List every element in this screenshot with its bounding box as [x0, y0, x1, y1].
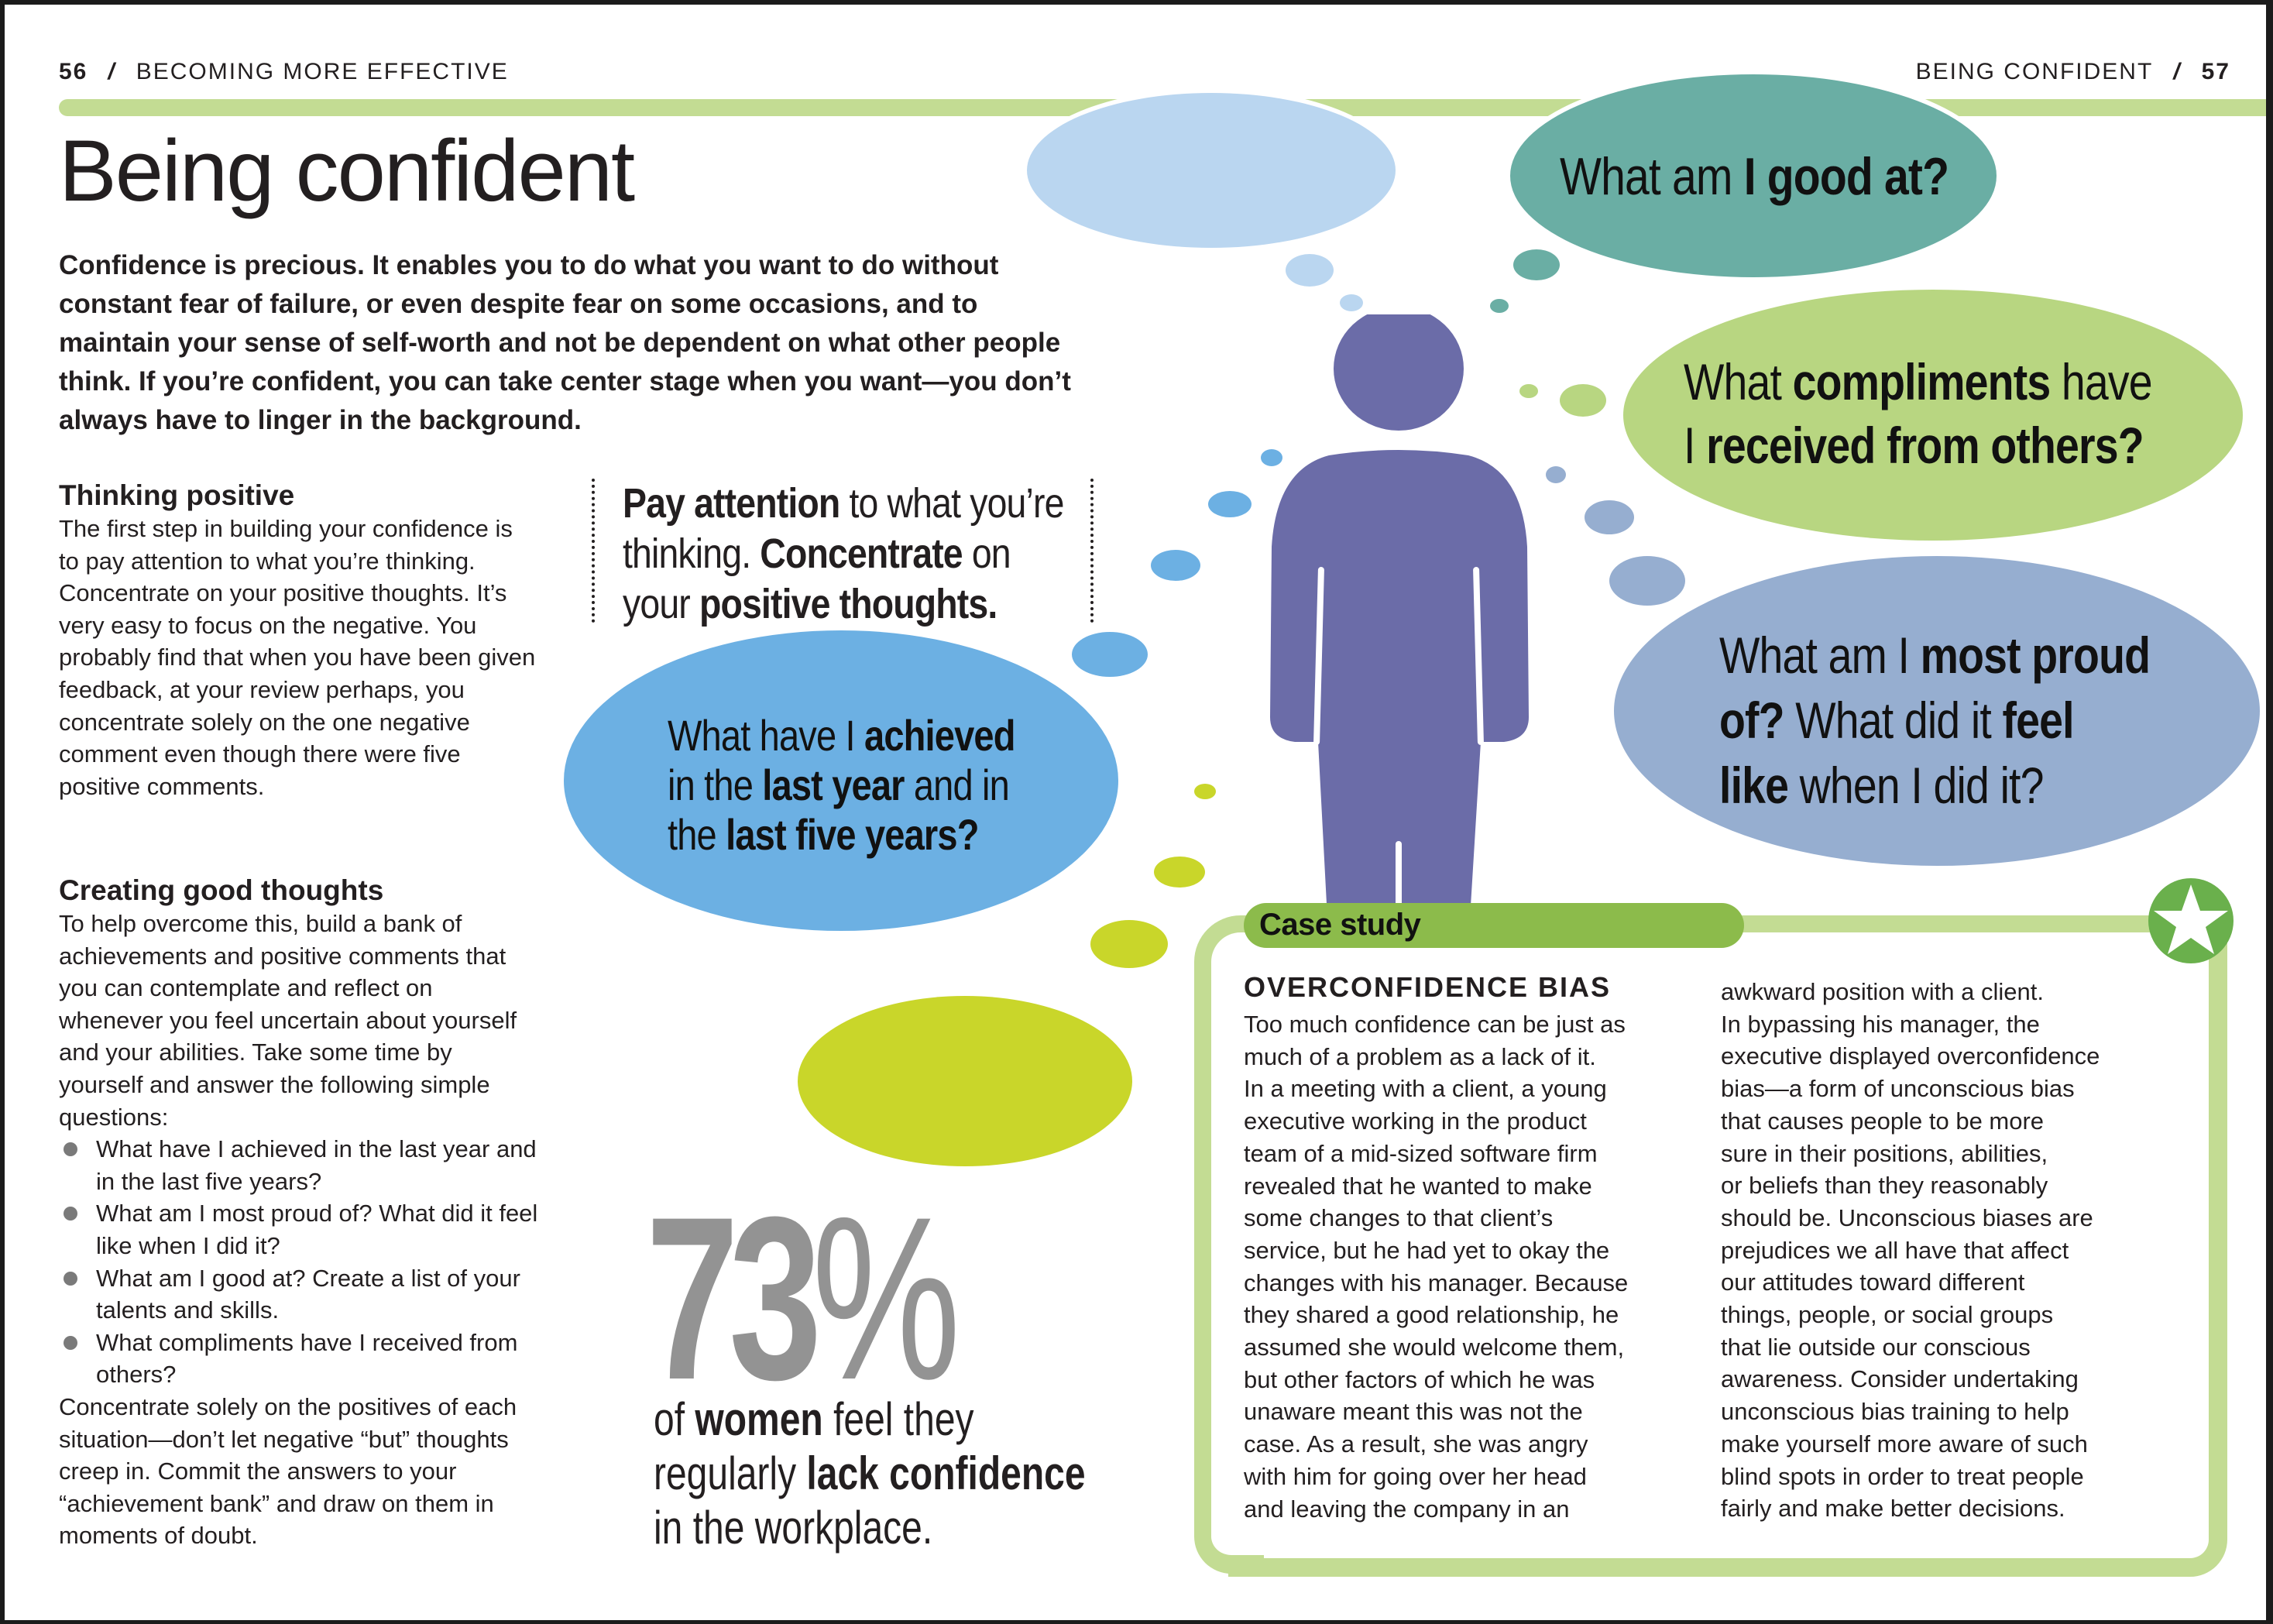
left-page-number: 56	[59, 59, 88, 84]
right-page-number: 57	[2201, 59, 2230, 84]
empty-thought-bubble-lime	[798, 996, 1132, 1166]
case-study-top-rule	[1739, 915, 2173, 932]
thought-dot	[1340, 294, 1363, 311]
pull-quote: Pay attention to what you’re thinking. Co…	[592, 479, 1094, 627]
pull-quote-text: Pay attention to what you’re thinking. Co…	[623, 480, 1064, 627]
bubble-text: What am I most proud of? What did it feel…	[1719, 627, 2151, 814]
thought-dot	[1585, 500, 1634, 534]
percent-sign: %	[812, 1168, 961, 1428]
thought-dot	[1151, 550, 1200, 581]
list-item: What compliments have I received from ot…	[59, 1327, 539, 1391]
section-heading: Thinking positive	[59, 479, 295, 511]
thought-dot	[1090, 920, 1168, 968]
thought-bubble-proud: What am I most proud of? What did it feel…	[1614, 556, 2260, 866]
case-study-frame	[1228, 934, 2227, 1577]
section-closing: Concentrate solely on the positives of e…	[59, 1392, 517, 1550]
intro-paragraph: Confidence is precious. It enables you t…	[59, 250, 1071, 435]
list-item: What am I most proud of? What did it fee…	[59, 1197, 539, 1262]
case-study-badge	[2148, 878, 2234, 963]
case-study-heading: OVERCONFIDENCE BIAS	[1244, 971, 1612, 1003]
thought-dot	[1072, 632, 1148, 677]
right-section-title: BEING CONFIDENT	[1915, 59, 2154, 84]
bubble-text: What compliments have I received from oth…	[1684, 353, 2153, 474]
bubble-text: What am I good at?	[1560, 147, 1949, 206]
thought-dot	[1261, 449, 1282, 466]
folio-separator: /	[2173, 59, 2182, 84]
folio-separator: /	[108, 59, 116, 84]
thought-dot	[1513, 249, 1560, 280]
thought-dot	[1546, 466, 1566, 483]
thinking-positive-section: Thinking positive The first step in buil…	[59, 479, 539, 802]
thought-dot	[1519, 384, 1538, 398]
list-item: What have I achieved in the last year an…	[59, 1133, 539, 1197]
bubble-text: What have I achieved in the last year and…	[668, 711, 1015, 859]
thought-bubble-achieved: What have I achieved in the last year and…	[564, 630, 1118, 931]
left-section-title: BECOMING MORE EFFECTIVE	[136, 59, 509, 84]
thought-dot	[1560, 384, 1606, 417]
case-study-column-1: Too much confidence can be just as much …	[1244, 1011, 1629, 1523]
statistic-value: 73%	[646, 1168, 961, 1428]
left-folio: 56 / BECOMING MORE EFFECTIVE	[59, 59, 509, 85]
thought-bubble-compliments: What compliments have I received from oth…	[1623, 290, 2243, 541]
thought-dot	[1609, 556, 1685, 606]
empty-thought-bubble-blue	[1027, 93, 1396, 248]
book-spread: 56 / BECOMING MORE EFFECTIVE BEING CONFIDE…	[5, 5, 2266, 1620]
thought-dot	[1154, 857, 1205, 888]
case-study-column-2: awkward position with a client. In bypas…	[1721, 978, 2100, 1523]
thought-dot	[1194, 784, 1216, 799]
person-silhouette-icon	[1270, 314, 1529, 918]
section-body: To help overcome this, build a bank of a…	[59, 910, 517, 1131]
star-icon	[2154, 884, 2228, 954]
right-folio: BEING CONFIDENT / 57	[1916, 59, 2230, 85]
page-title: Being confident	[59, 122, 635, 219]
creating-good-thoughts-section: Creating good thoughts To help overcome …	[59, 874, 539, 1552]
thought-dot	[1208, 491, 1252, 517]
case-study-tab: Case study	[1244, 903, 1744, 948]
list-item: What am I good at? Create a list of your…	[59, 1262, 539, 1327]
statistic-caption: of women feel they regularly lack confide…	[654, 1393, 1086, 1554]
thought-bubble-good-at: What am I good at?	[1510, 74, 1997, 277]
thought-dot	[1286, 254, 1334, 287]
section-body: The first step in building your confiden…	[59, 515, 536, 800]
section-heading: Creating good thoughts	[59, 874, 384, 906]
question-list: What have I achieved in the last year an…	[59, 1133, 539, 1391]
case-study-label: Case study	[1259, 908, 1421, 942]
thought-dot	[1490, 299, 1509, 313]
